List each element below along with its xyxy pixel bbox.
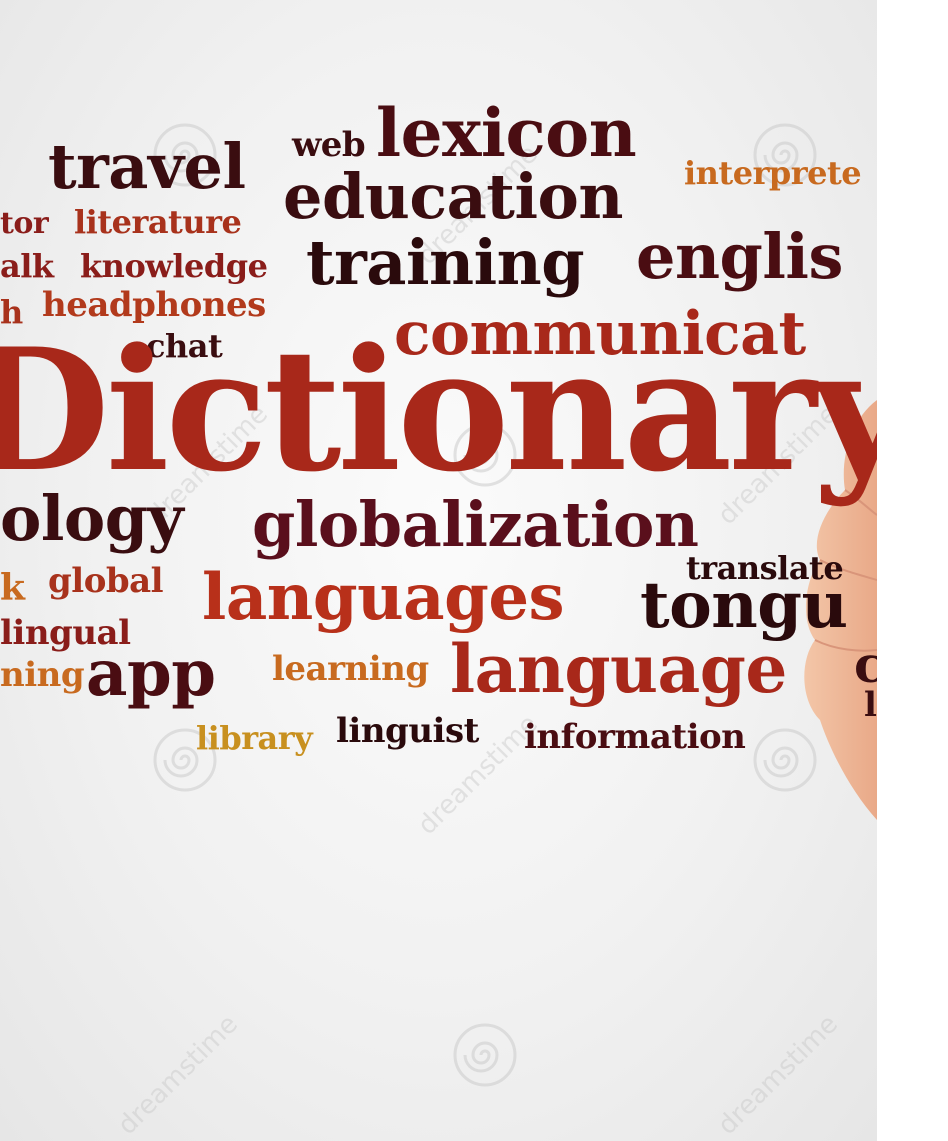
- word-app: app: [86, 636, 216, 711]
- word-training: training: [306, 226, 585, 299]
- word-library: library: [196, 719, 313, 757]
- watermark-spiral-icon: [153, 123, 217, 187]
- word-lingual: lingual: [0, 613, 131, 653]
- word-alk: alk: [0, 247, 54, 285]
- word-literature: literature: [74, 203, 242, 241]
- hand-image: [804, 400, 877, 820]
- word-language: language: [450, 630, 787, 708]
- word-travel: travel: [48, 130, 246, 203]
- right-margin: [877, 0, 948, 1141]
- word-interprete: interprete: [684, 154, 862, 192]
- word-knowledge: knowledge: [80, 247, 268, 285]
- word-ning: ning: [0, 655, 85, 695]
- watermark-spiral-icon: [753, 123, 817, 187]
- word-l: l: [864, 685, 877, 725]
- word-chat: chat: [146, 327, 223, 365]
- watermark-spiral-icon: [753, 728, 817, 792]
- word-tongu: tongu: [640, 568, 848, 643]
- watermark-spiral-icon: [153, 728, 217, 792]
- word-englis: englis: [636, 220, 843, 293]
- word-k: k: [0, 567, 25, 609]
- watermark-spiral-icon: [453, 1023, 517, 1087]
- word-ology: ology: [0, 482, 184, 555]
- word-education: education: [283, 160, 623, 233]
- word-c: c: [854, 635, 877, 694]
- word-lexicon: lexicon: [376, 94, 637, 172]
- word-h: h: [0, 293, 23, 331]
- word-globalization: globalization: [252, 488, 699, 561]
- word-web: web: [292, 125, 366, 165]
- watermark-spiral-icon: [453, 423, 517, 487]
- watermark-text: dreamstime: [712, 1009, 844, 1141]
- word-tor: tor: [0, 206, 49, 241]
- word-headphones: headphones: [42, 285, 266, 325]
- watermark-text: dreamstime: [112, 1009, 244, 1141]
- word-dictionary: Dictionary: [0, 311, 877, 509]
- word-languages: languages: [202, 560, 565, 635]
- word-communicat: communicat: [394, 299, 806, 369]
- word-global: global: [48, 561, 164, 601]
- word-learning: learning: [272, 649, 429, 689]
- word-information: information: [524, 717, 746, 757]
- word-translate: translate: [686, 549, 844, 587]
- word-linguist: linguist: [336, 711, 479, 751]
- word-cloud-photo: dreamstime dreamstime dreamstime dreamst…: [0, 0, 877, 1141]
